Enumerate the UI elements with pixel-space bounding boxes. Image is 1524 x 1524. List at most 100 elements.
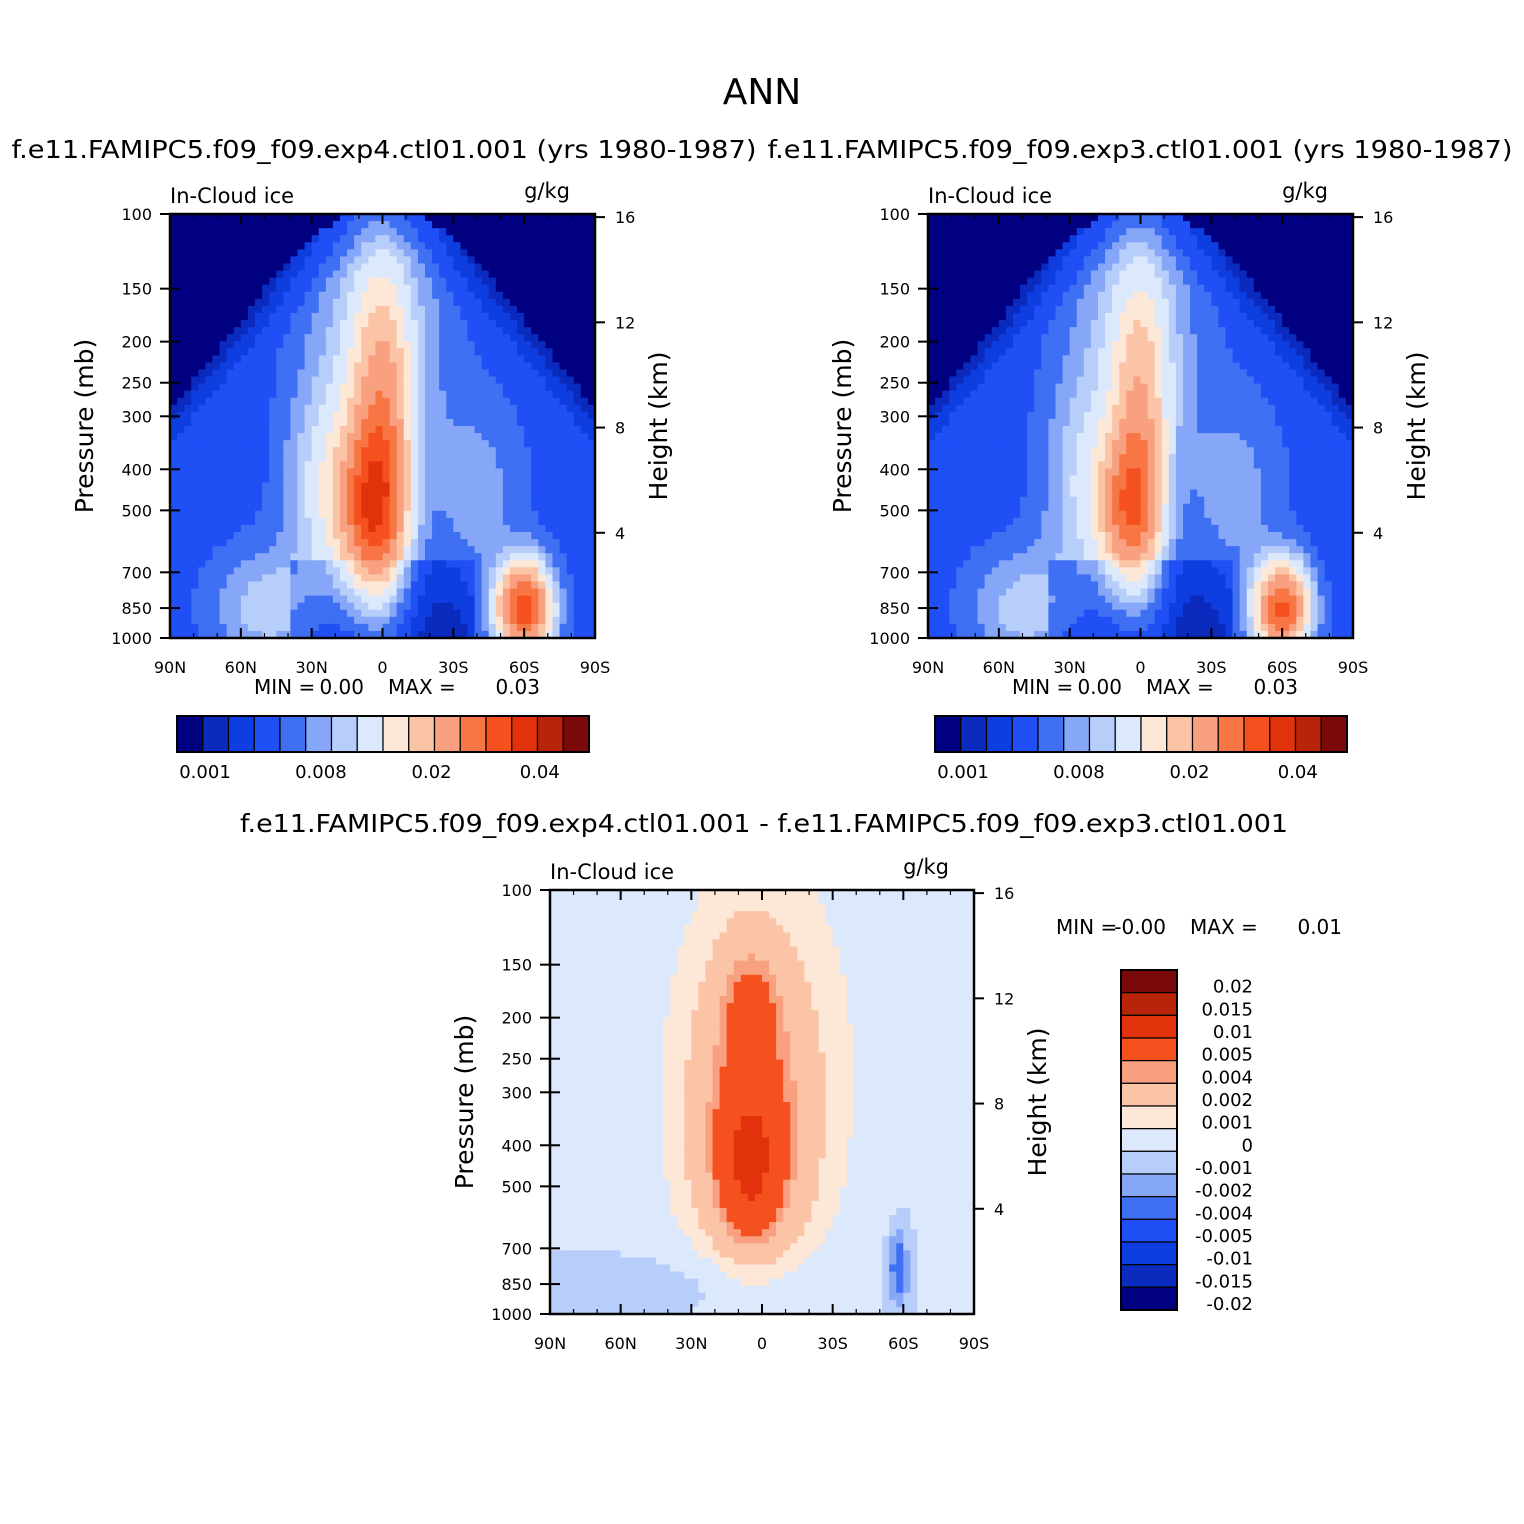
contour-cell (240, 242, 249, 250)
contour-cell (495, 362, 504, 371)
contour-cell (559, 454, 568, 462)
contour-cell (177, 567, 185, 575)
contour-cell (460, 383, 469, 392)
contour-cell (942, 623, 950, 632)
contour-cell (354, 574, 362, 583)
contour-cell (538, 588, 547, 597)
contour-cell (368, 532, 377, 540)
contour-cell (538, 581, 547, 590)
contour-cell (1069, 277, 1078, 286)
contour-cell (212, 277, 221, 286)
contour-cell (1069, 404, 1078, 413)
contour-cell (552, 496, 561, 505)
contour-cell (977, 418, 986, 427)
contour-cell (977, 482, 986, 491)
contour-cell (297, 228, 306, 236)
contour-cell (1069, 235, 1078, 243)
contour-cell (467, 390, 476, 399)
contour-cell (240, 574, 249, 583)
contour-cell (354, 517, 362, 526)
contour-cell (1041, 503, 1050, 512)
contour-cell (573, 221, 582, 229)
contour-cell (495, 390, 504, 399)
contour-cell (524, 595, 532, 604)
contour-cell (970, 418, 979, 427)
contour-cell (538, 532, 547, 540)
contour-cell (389, 623, 398, 632)
contour-cell (495, 263, 504, 272)
contour-cell (1027, 560, 1035, 568)
contour-cell (453, 249, 462, 257)
contour-cell (467, 341, 476, 349)
contour-cell (474, 390, 483, 399)
contour-cell (1027, 291, 1035, 300)
contour-cell (368, 256, 377, 265)
contour-cell (311, 588, 320, 597)
contour-cell (396, 503, 405, 512)
contour-cell (977, 546, 986, 554)
contour-cell (1005, 482, 1014, 491)
contour-cell (262, 235, 270, 243)
contour-cell (403, 228, 412, 236)
contour-cell (446, 228, 454, 236)
contour-cell (184, 249, 192, 257)
contour-cell (417, 630, 426, 639)
contour-cell (984, 362, 993, 371)
contour-cell (970, 609, 979, 618)
contour-cell (502, 461, 511, 469)
contour-cell (545, 263, 554, 272)
contour-cell (304, 390, 313, 399)
contour-cell (297, 221, 306, 229)
contour-cell (410, 284, 419, 293)
contour-cell (177, 362, 185, 371)
contour-cell (991, 560, 1000, 568)
contour-cell (332, 383, 341, 392)
contour-cell (517, 489, 525, 498)
contour-cell (566, 256, 575, 265)
contour-cell (460, 517, 469, 526)
contour-cell (446, 235, 454, 243)
contour-cell (460, 291, 469, 300)
contour-cell (573, 454, 582, 462)
contour-cell (240, 277, 249, 286)
contour-cell (453, 496, 462, 505)
contour-cell (311, 242, 320, 250)
contour-cell (510, 277, 518, 286)
contour-cell (495, 539, 504, 547)
contour-cell (1062, 489, 1071, 498)
contour-cell (389, 510, 398, 519)
contour-cell (425, 503, 433, 512)
contour-cell (573, 404, 582, 413)
contour-cell (1013, 426, 1021, 434)
contour-cell (297, 510, 306, 519)
contour-cell (410, 411, 419, 420)
contour-cell (205, 369, 214, 378)
contour-cell (283, 440, 292, 448)
contour-cell (269, 440, 277, 448)
right-label: g/kg (524, 179, 570, 203)
contour-cell (170, 461, 178, 469)
contour-cell (991, 609, 1000, 618)
contour-cell (481, 510, 490, 519)
contour-cell (1013, 433, 1021, 441)
contour-cell (991, 397, 1000, 406)
contour-cell (963, 581, 972, 590)
contour-cell (247, 539, 256, 547)
contour-cell (297, 334, 306, 342)
contour-cell (552, 291, 561, 300)
contour-cell (318, 348, 327, 356)
contour-cell (545, 320, 554, 328)
contour-cell (998, 376, 1007, 385)
contour-cell (928, 574, 936, 583)
contour-cell (410, 369, 419, 378)
contour-cell (1013, 510, 1021, 519)
contour-cell (354, 355, 362, 363)
contour-cell (1062, 546, 1071, 554)
contour-cell (212, 298, 221, 307)
contour-cell (538, 249, 547, 257)
contour-cell (389, 602, 398, 611)
contour-cell (1013, 291, 1021, 300)
contour-cell (984, 546, 993, 554)
contour-cell (354, 482, 362, 491)
contour-cell (1069, 574, 1078, 583)
